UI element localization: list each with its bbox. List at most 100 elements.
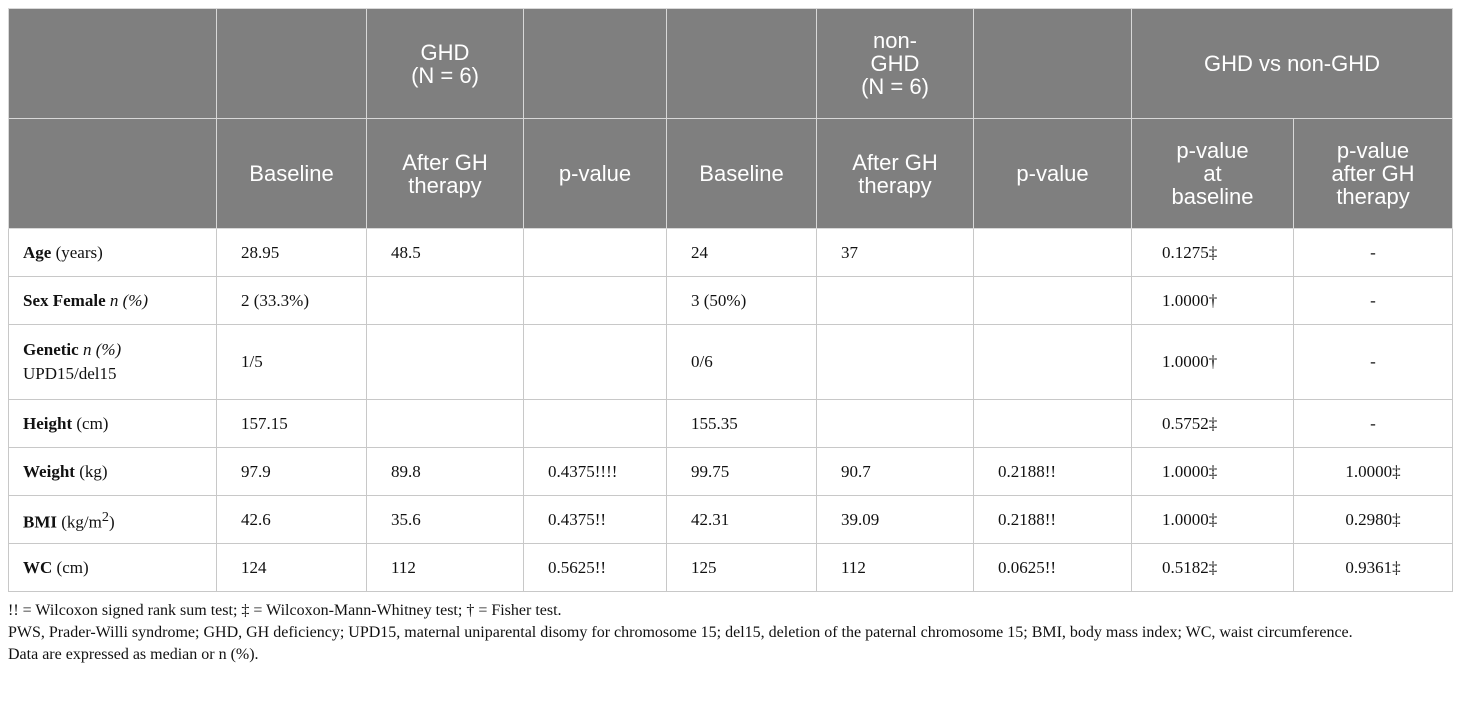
body-row: WC (cm) 124 112 0.5625!! 125 112 0.0625!! 0.518…	[8, 543, 1454, 592]
cell-text: 42.6	[241, 509, 271, 529]
body-row: Sex Female n (%) 2 (33.3%) 3 (50%) 1.0000† -	[8, 276, 1454, 325]
label-bold: Weight	[23, 461, 75, 481]
label-italic: n (%)	[78, 340, 122, 359]
data-cell: 0.1275‡	[1131, 228, 1294, 277]
data-cell: 0.0625!!	[973, 543, 1132, 592]
header-cell	[973, 8, 1132, 119]
header-text: p-value	[558, 161, 632, 186]
cell-text: 112	[841, 557, 866, 577]
data-cell: 0.4375!!	[523, 495, 667, 544]
data-cell: 2 (33.3%)	[216, 276, 367, 325]
cell-text: 48.5	[391, 242, 421, 262]
row-label: Height (cm)	[8, 399, 217, 448]
data-cell: 157.15	[216, 399, 367, 448]
header-text: non-	[872, 28, 918, 53]
body-row: BMI (kg/m2) 42.6 35.6 0.4375!! 42.31 39.09 0.2…	[8, 495, 1454, 544]
header-text: p-value	[1336, 138, 1410, 163]
data-cell	[366, 324, 524, 400]
table-header: GHD (N = 6) non- GHD (N = 6) GHD vs non-GHD Ba…	[8, 8, 1454, 229]
label-bold: Age	[23, 242, 52, 262]
footnote: Data are expressed as median or n (%).	[8, 646, 259, 663]
row-label: WC (cm)	[8, 543, 217, 592]
cell-text: 35.6	[391, 509, 421, 529]
cell-text: 1.0000†	[1162, 290, 1218, 310]
data-cell: -	[1292, 228, 1454, 277]
header-text: After GH	[402, 149, 488, 175]
data-cell: 0.4375!!!!	[523, 447, 667, 496]
header-cell: After GH therapy	[366, 118, 524, 229]
data-cell: -	[1292, 276, 1454, 325]
cell-text: 28.95	[241, 242, 280, 262]
data-cell: -	[1292, 399, 1454, 448]
data-cell	[973, 276, 1132, 325]
cell-text: 0.9361‡	[1345, 557, 1401, 577]
data-cell: 112	[816, 543, 974, 592]
header-text: Baseline	[699, 161, 784, 186]
cell-text: 0.2188!!	[998, 461, 1057, 481]
cell-text: 0.5752‡	[1162, 413, 1218, 433]
cell-text: 42.31	[691, 509, 730, 529]
body-row: Weight (kg) 97.9 89.8 0.4375!!!! 99.75 90.7 0.…	[8, 447, 1454, 496]
label-text: (kg/m	[57, 512, 102, 532]
table-body: Age (years) 28.95 48.5 24 37 0.1275‡ - Sex Fema…	[8, 228, 1454, 592]
data-cell	[523, 228, 667, 277]
data-cell: 1/5	[216, 324, 367, 400]
label-bold: Sex Female	[23, 290, 106, 310]
cell-text: 89.8	[391, 461, 421, 481]
cell-text: 1/5	[241, 352, 263, 371]
data-cell: 125	[666, 543, 817, 592]
data-cell: 1.0000‡	[1131, 495, 1294, 544]
cell-text: 155.35	[691, 413, 738, 433]
cell-text: 0.4375!!	[548, 509, 607, 529]
data-cell: 155.35	[666, 399, 817, 448]
header-cell: GHD (N = 6)	[366, 8, 524, 119]
data-cell: 48.5	[366, 228, 524, 277]
header-text: Baseline	[249, 161, 334, 186]
header-text: GHD vs non-GHD	[1203, 51, 1381, 76]
header-text: after GH	[1331, 161, 1415, 186]
header-text: therapy	[408, 172, 482, 198]
header-text: (N = 6)	[411, 62, 479, 88]
header-cell	[216, 8, 367, 119]
footnote: !! = Wilcoxon signed rank sum test; ‡ = …	[8, 602, 562, 619]
cell-text: -	[1370, 352, 1376, 371]
header-cell: p-value after GH therapy	[1292, 118, 1454, 229]
data-cell: 42.6	[216, 495, 367, 544]
data-cell	[816, 276, 974, 325]
data-cell: 0/6	[666, 324, 817, 400]
header-text: therapy	[1336, 184, 1410, 209]
label-bold: Genetic	[23, 340, 79, 359]
cell-text: 0.5182‡	[1162, 557, 1218, 577]
cell-text: 0/6	[691, 352, 713, 371]
cell-text: -	[1370, 242, 1376, 262]
data-cell: 37	[816, 228, 974, 277]
data-cell: 89.8	[366, 447, 524, 496]
row-label: BMI (kg/m2)	[8, 495, 217, 544]
data-cell: 0.5752‡	[1131, 399, 1294, 448]
label-text: (cm)	[72, 413, 109, 433]
header-text: (N = 6)	[861, 74, 929, 99]
header-text: GHD	[870, 51, 920, 76]
data-cell: 0.9361‡	[1292, 543, 1454, 592]
data-cell: 3 (50%)	[666, 276, 817, 325]
header-cell: After GH therapy	[816, 118, 974, 229]
data-cell	[523, 276, 667, 325]
cell-text: 1.0000†	[1162, 352, 1218, 371]
header-cell: Baseline	[666, 118, 817, 229]
header-text: p-value	[1176, 138, 1249, 163]
data-cell: 0.5625!!	[523, 543, 667, 592]
data-cell: 0.2980‡	[1292, 495, 1454, 544]
data-cell	[973, 324, 1132, 400]
data-cell: 0.5182‡	[1131, 543, 1294, 592]
cell-text: 157.15	[241, 413, 288, 433]
cell-text: 39.09	[841, 509, 880, 529]
label-line: UPD15/del15	[23, 364, 117, 383]
cell-text: 112	[391, 557, 416, 577]
header-cell: GHD vs non-GHD	[1130, 8, 1454, 119]
cell-text: 1.0000‡	[1345, 461, 1401, 481]
data-cell	[973, 228, 1132, 277]
cell-text: 0.5625!!	[548, 557, 607, 577]
label-text: (kg)	[74, 461, 108, 481]
label-text: (years)	[51, 242, 103, 262]
